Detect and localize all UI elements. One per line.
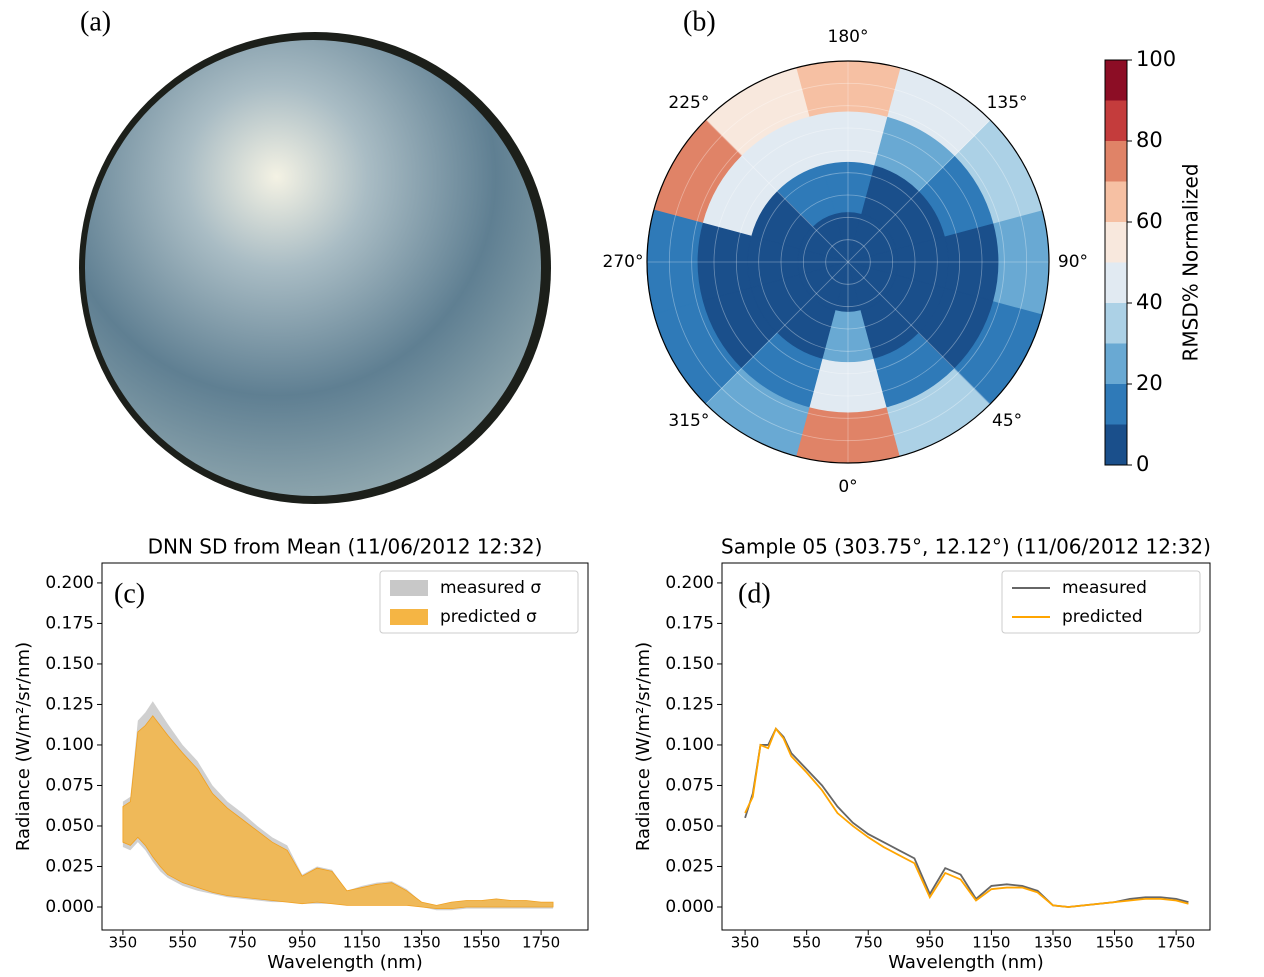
y-tick-label: 0.025 <box>665 856 714 876</box>
y-tick-label: 0.000 <box>665 897 714 917</box>
x-axis-label: Wavelength (nm) <box>888 952 1044 973</box>
x-axis-label: Wavelength (nm) <box>267 952 423 973</box>
legend-swatch <box>390 580 428 596</box>
colorbar-tick-label: 20 <box>1136 371 1163 395</box>
y-tick-label: 0.000 <box>45 897 94 917</box>
x-tick-label: 1550 <box>462 934 500 952</box>
spectrum-line <box>745 729 1188 907</box>
angle-label: 0° <box>838 477 857 497</box>
x-tick-label: 1750 <box>522 934 560 952</box>
colorbar-segment <box>1105 344 1127 385</box>
legend-label: measured <box>1062 578 1147 598</box>
x-tick-label: 550 <box>792 934 821 952</box>
y-tick-label: 0.150 <box>665 654 714 674</box>
colorbar-segment <box>1105 425 1127 466</box>
angle-label: 180° <box>828 27 869 47</box>
chart-title: DNN SD from Mean (11/06/2012 12:32) <box>148 535 543 559</box>
colorbar-segment <box>1105 182 1127 223</box>
x-tick-label: 750 <box>854 934 883 952</box>
angle-label: 90° <box>1058 252 1088 272</box>
sky-photo <box>85 40 541 496</box>
x-tick-label: 550 <box>168 934 197 952</box>
colorbar-segment <box>1105 141 1127 182</box>
y-tick-label: 0.175 <box>665 613 714 633</box>
y-tick-label: 0.175 <box>45 613 94 633</box>
y-tick-label: 0.050 <box>45 816 94 836</box>
figure: (a) (b) (c) (d) 0° 45° 90° 135° 180° 225° 270° 3… <box>0 0 1264 977</box>
angle-label: 135° <box>987 93 1028 113</box>
legend-label: predicted <box>1062 607 1143 627</box>
angle-label: 225° <box>668 93 709 113</box>
x-tick-label: 1350 <box>1034 934 1072 952</box>
y-tick-label: 0.125 <box>45 694 94 714</box>
sd-band <box>123 716 553 909</box>
angle-label: 45° <box>992 411 1022 431</box>
x-tick-label: 1750 <box>1157 934 1195 952</box>
panel-label: (c) <box>114 578 145 609</box>
y-tick-label: 0.200 <box>665 573 714 593</box>
colorbar-segment <box>1105 222 1127 263</box>
colorbar-segment <box>1105 384 1127 425</box>
spectrum-line <box>745 729 1188 907</box>
y-tick-label: 0.100 <box>45 735 94 755</box>
legend-label: measured σ <box>440 578 541 598</box>
angle-label: 315° <box>668 411 709 431</box>
x-tick-label: 350 <box>731 934 760 952</box>
x-tick-label: 950 <box>288 934 317 952</box>
y-tick-label: 0.125 <box>665 694 714 714</box>
y-tick-label: 0.150 <box>45 654 94 674</box>
colorbar-tick-label: 100 <box>1136 47 1176 71</box>
y-axis-label: Radiance (W/m²/sr/nm) <box>633 642 654 851</box>
panel-label: (d) <box>738 578 771 609</box>
legend-swatch <box>390 609 428 625</box>
y-tick-label: 0.050 <box>665 816 714 836</box>
y-tick-label: 0.075 <box>45 775 94 795</box>
x-tick-label: 1350 <box>403 934 441 952</box>
sky-image <box>79 32 551 504</box>
x-tick-label: 1150 <box>343 934 381 952</box>
panel-label: (a) <box>80 6 111 37</box>
x-tick-label: 350 <box>109 934 138 952</box>
y-tick-label: 0.100 <box>665 735 714 755</box>
x-tick-label: 950 <box>916 934 945 952</box>
colorbar-tick-label: 80 <box>1136 128 1163 152</box>
colorbar-segment <box>1105 263 1127 304</box>
colorbar-tick-label: 0 <box>1136 452 1149 476</box>
y-tick-label: 0.025 <box>45 856 94 876</box>
x-tick-label: 1550 <box>1095 934 1133 952</box>
legend-label: predicted σ <box>440 607 537 627</box>
chart-title: Sample 05 (303.75°, 12.12°) (11/06/2012 … <box>721 535 1211 559</box>
colorbar-segment <box>1105 60 1127 101</box>
colorbar-segment <box>1105 101 1127 142</box>
panel-label: (b) <box>683 6 716 37</box>
colorbar-segment <box>1105 303 1127 344</box>
angle-label: 270° <box>603 252 644 272</box>
colorbar-tick-label: 60 <box>1136 209 1163 233</box>
y-tick-label: 0.075 <box>665 775 714 795</box>
x-tick-label: 750 <box>228 934 257 952</box>
y-axis-label: Radiance (W/m²/sr/nm) <box>13 642 34 851</box>
colorbar-label: RMSD% Normalized <box>1179 163 1203 361</box>
x-tick-label: 1150 <box>972 934 1010 952</box>
y-tick-label: 0.200 <box>45 573 94 593</box>
colorbar-tick-label: 40 <box>1136 290 1163 314</box>
